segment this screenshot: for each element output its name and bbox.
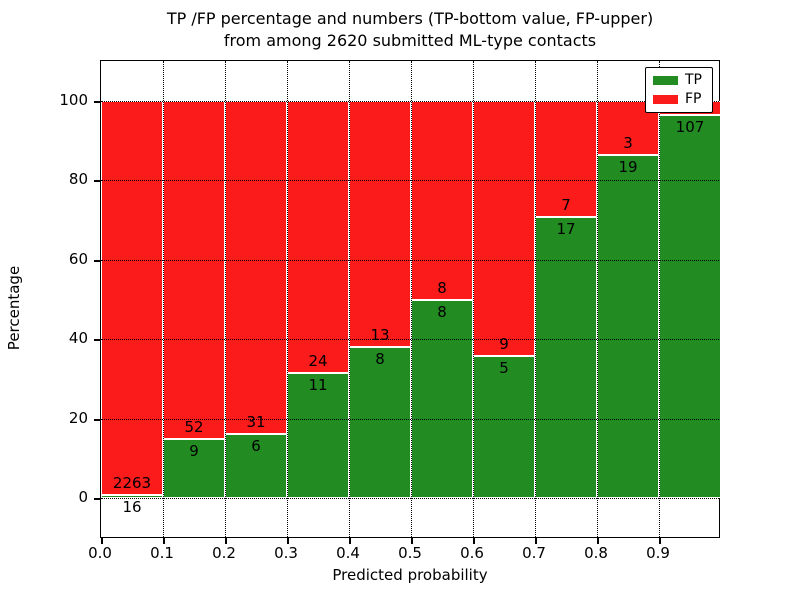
fp-count-label: 24 — [308, 352, 328, 371]
y-tick-label: 0 — [78, 488, 88, 506]
legend-label-fp: FP — [685, 91, 702, 107]
v-gridline — [162, 61, 164, 537]
tp-bar-segment — [349, 346, 411, 498]
fp-bar-segment — [535, 101, 597, 217]
tp-count-label: 6 — [251, 436, 261, 455]
h-gridline — [101, 418, 719, 420]
x-tick-label: 0.8 — [584, 544, 608, 562]
tp-bar-segment — [659, 115, 721, 498]
x-axis-label: Predicted probability — [332, 566, 488, 584]
h-gridline — [101, 339, 719, 341]
v-gridline — [534, 61, 536, 537]
legend-label-tp: TP — [685, 72, 702, 88]
x-tick-label: 0.9 — [646, 544, 670, 562]
y-tick — [94, 259, 101, 262]
y-tick-label: 20 — [68, 408, 88, 427]
tp-bar-segment — [225, 433, 287, 498]
tp-count-label: 16 — [122, 498, 142, 517]
fp-count-label: 3 — [623, 134, 633, 153]
fp-bar-segment — [225, 101, 287, 434]
fp-bar-segment — [163, 101, 225, 440]
chart-title-line2: from among 2620 submitted ML-type contac… — [223, 31, 597, 50]
h-gridline — [101, 101, 719, 102]
x-tick — [163, 537, 165, 544]
tp-count-label: 5 — [499, 359, 509, 378]
tp-count-label: 107 — [675, 118, 705, 137]
y-tick-label: 40 — [68, 329, 88, 348]
fp-bar-segment — [287, 101, 349, 374]
y-tick-label: 100 — [59, 91, 88, 109]
tp-bar-segment — [411, 299, 473, 498]
tp-count-label: 8 — [375, 349, 385, 368]
legend-entry-tp: TP — [653, 73, 705, 88]
x-tick-label: 0.5 — [398, 544, 422, 562]
x-tick — [411, 537, 413, 544]
x-tick — [101, 537, 103, 544]
tp-count-label: 9 — [189, 442, 199, 461]
y-tick-label: 80 — [68, 170, 88, 189]
fp-bar-segment — [473, 101, 535, 357]
y-axis-label: Percentage — [5, 265, 23, 351]
tp-count-label: 11 — [308, 376, 328, 395]
tp-bar-segment — [473, 356, 535, 498]
fp-bar-segment — [101, 101, 163, 496]
y-tick — [94, 498, 101, 500]
chart-title-line1: TP /FP percentage and numbers (TP-bottom… — [166, 9, 654, 28]
tp-count-label: 19 — [618, 158, 638, 177]
fp-count-label: 13 — [370, 325, 390, 344]
chart-title: TP /FP percentage and numbers (TP-bottom… — [100, 8, 720, 52]
fp-count-label: 31 — [246, 412, 266, 431]
v-gridline — [658, 61, 660, 537]
fp-count-label: 2263 — [112, 474, 152, 493]
x-tick-label: 0.3 — [274, 544, 298, 562]
fp-bar-segment — [349, 101, 411, 347]
x-tick — [535, 537, 537, 544]
tp-count-label: 17 — [556, 219, 576, 238]
x-tick — [597, 537, 599, 544]
tp-bar-segment — [597, 155, 659, 498]
x-tick-label: 0.1 — [150, 544, 174, 562]
v-gridline — [596, 61, 598, 537]
x-tick — [659, 537, 661, 544]
fp-count-label: 8 — [437, 278, 447, 297]
tp-count-label: 8 — [437, 302, 447, 321]
y-tick — [94, 101, 101, 103]
legend-swatch-fp-icon — [653, 95, 678, 104]
h-gridline — [101, 180, 719, 182]
legend-entry-fp: FP — [653, 92, 705, 107]
fp-count-label: 52 — [184, 418, 204, 437]
x-tick-label: 0.6 — [460, 544, 484, 562]
v-gridline — [224, 61, 226, 537]
fp-count-label: 9 — [499, 335, 509, 354]
x-tick — [473, 537, 475, 544]
x-tick — [349, 537, 351, 544]
v-gridline — [348, 61, 350, 537]
y-tick-label: 60 — [68, 249, 88, 268]
h-gridline — [101, 259, 719, 261]
v-gridline — [286, 61, 288, 537]
plot-area: 2263 16 52 9 31 6 24 11 13 8 8 8 9 5 7 17 3 19 107 — [94, 60, 721, 544]
x-tick — [287, 537, 289, 544]
y-tick — [94, 180, 101, 183]
y-tick — [94, 339, 101, 342]
x-tick-label: 0.2 — [212, 544, 236, 562]
x-tick-label: 0.4 — [336, 544, 360, 562]
v-gridline — [410, 61, 412, 537]
x-tick — [225, 537, 227, 544]
y-tick — [94, 418, 101, 421]
x-tick-label: 0.0 — [88, 544, 112, 562]
legend: TP FP — [645, 67, 713, 113]
h-gridline — [101, 498, 719, 499]
fp-bar-segment — [411, 101, 473, 300]
v-gridline — [472, 61, 474, 537]
fp-count-label: 7 — [561, 195, 571, 214]
x-tick-label: 0.7 — [522, 544, 546, 562]
legend-swatch-tp-icon — [653, 76, 678, 85]
